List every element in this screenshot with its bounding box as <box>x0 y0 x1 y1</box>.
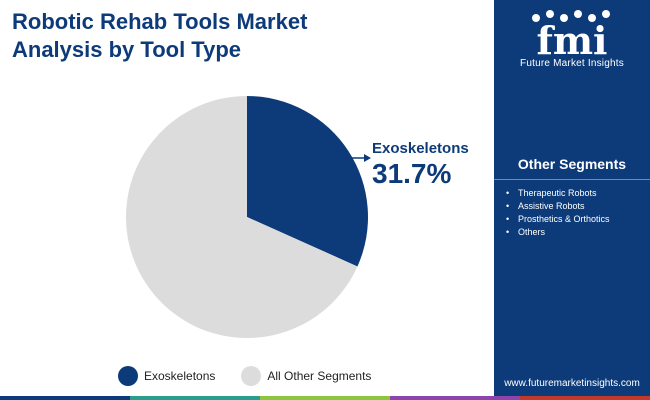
bottom-bar-segment <box>130 396 260 400</box>
legend-swatch-all-other <box>241 366 262 386</box>
bottom-bar-segment <box>0 396 130 400</box>
logo-tagline: Future Market Insights <box>520 58 624 69</box>
bottom-bar-segment <box>260 396 390 400</box>
website-link[interactable]: www.futuremarketinsights.com <box>504 378 640 389</box>
bottom-bar-segment <box>390 396 520 400</box>
fmi-logo-icon: fmi <box>532 10 610 63</box>
pie-slices <box>125 96 368 339</box>
other-segments-divider <box>494 179 650 180</box>
legend-label-exoskeletons: Exoskeletons <box>144 369 216 383</box>
legend-item-all-other: All Other Segments <box>241 366 371 386</box>
bottom-color-bar <box>0 396 650 400</box>
callout-value: 31.7% <box>372 158 452 189</box>
list-item: Therapeutic Robots <box>504 187 610 200</box>
bottom-bar-segment <box>520 396 650 400</box>
legend-item-exoskeletons: Exoskeletons <box>118 366 215 386</box>
legend-swatch-exoskeletons <box>118 366 138 386</box>
legend: Exoskeletons All Other Segments <box>118 366 397 386</box>
other-segments-heading: Other Segments <box>517 156 627 172</box>
list-item: Assistive Robots <box>504 200 610 213</box>
title-line-2: Analysis by Tool Type <box>12 37 242 62</box>
logo-text: fmi <box>537 18 608 63</box>
list-item: Prosthetics & Orthotics <box>504 213 610 226</box>
title-line-1: Robotic Rehab Tools Market <box>12 9 308 34</box>
pie-chart <box>125 96 371 339</box>
legend-label-all-other: All Other Segments <box>267 369 372 383</box>
pie-slice-exoskeletons <box>247 96 368 267</box>
other-segments-list: Therapeutic Robots Assistive Robots Pros… <box>504 187 610 239</box>
right-panel: fmi Future Market Insights Other Segment… <box>494 0 650 400</box>
callout-label: Exoskeletons <box>372 140 469 157</box>
list-item: Others <box>504 226 610 239</box>
pie-slice-all-other-segments <box>125 96 358 339</box>
chart-title: Robotic Rehab Tools Market Analysis by T… <box>12 8 482 64</box>
callout-arrow <box>352 154 371 162</box>
